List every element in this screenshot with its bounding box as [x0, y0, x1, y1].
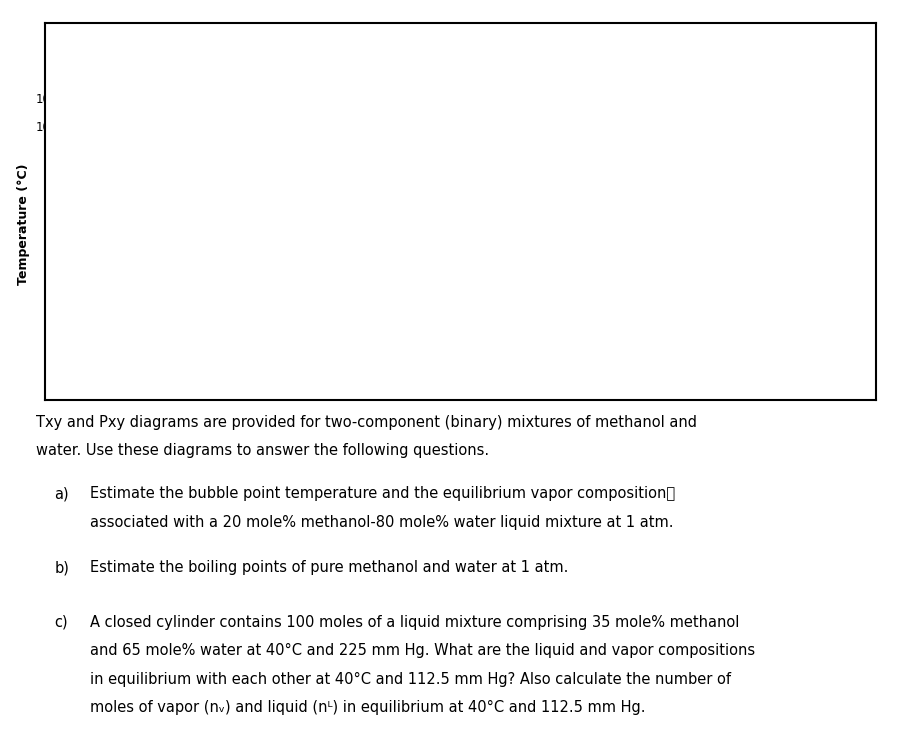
Text: in equilibrium with each other at 40°C and 112.5 mm Hg? Also calculate the numbe: in equilibrium with each other at 40°C a…: [90, 672, 731, 687]
Text: A closed cylinder contains 100 moles of a liquid mixture comprising 35 mole% met: A closed cylinder contains 100 moles of …: [90, 615, 739, 630]
Text: a): a): [54, 486, 69, 501]
X-axis label: Methanol Content (mole fraction): Methanol Content (mole fraction): [134, 379, 369, 392]
Text: and 65 mole% water at 40°C and 225 mm Hg. What are the liquid and vapor composit: and 65 mole% water at 40°C and 225 mm Hg…: [90, 643, 755, 658]
Text: Estimate the boiling points of pure methanol and water at 1 atm.: Estimate the boiling points of pure meth…: [90, 560, 568, 575]
X-axis label: Methanol Content (mole fraction): Methanol Content (mole fraction): [554, 379, 788, 392]
Y-axis label: Temperature (°C): Temperature (°C): [17, 164, 30, 285]
Text: water. Use these diagrams to answer the following questions.: water. Use these diagrams to answer the …: [36, 443, 489, 458]
Text: associated with a 20 mole% methanol-80 mole% water liquid mixture at 1 atm.: associated with a 20 mole% methanol-80 m…: [90, 515, 673, 530]
Text: c): c): [54, 615, 68, 630]
Y-axis label: Pressure (kPa): Pressure (kPa): [442, 173, 455, 276]
Text: Txy and Pxy diagrams are provided for two-component (binary) mixtures of methano: Txy and Pxy diagrams are provided for tw…: [36, 415, 696, 430]
Text: Estimate the bubble point temperature and the equilibrium vapor composition⏐: Estimate the bubble point temperature an…: [90, 486, 675, 501]
Text: moles of vapor (nᵥ) and liquid (nᴸ) in equilibrium at 40°C and 112.5 mm Hg.: moles of vapor (nᵥ) and liquid (nᴸ) in e…: [90, 700, 645, 716]
Text: b): b): [54, 560, 69, 575]
